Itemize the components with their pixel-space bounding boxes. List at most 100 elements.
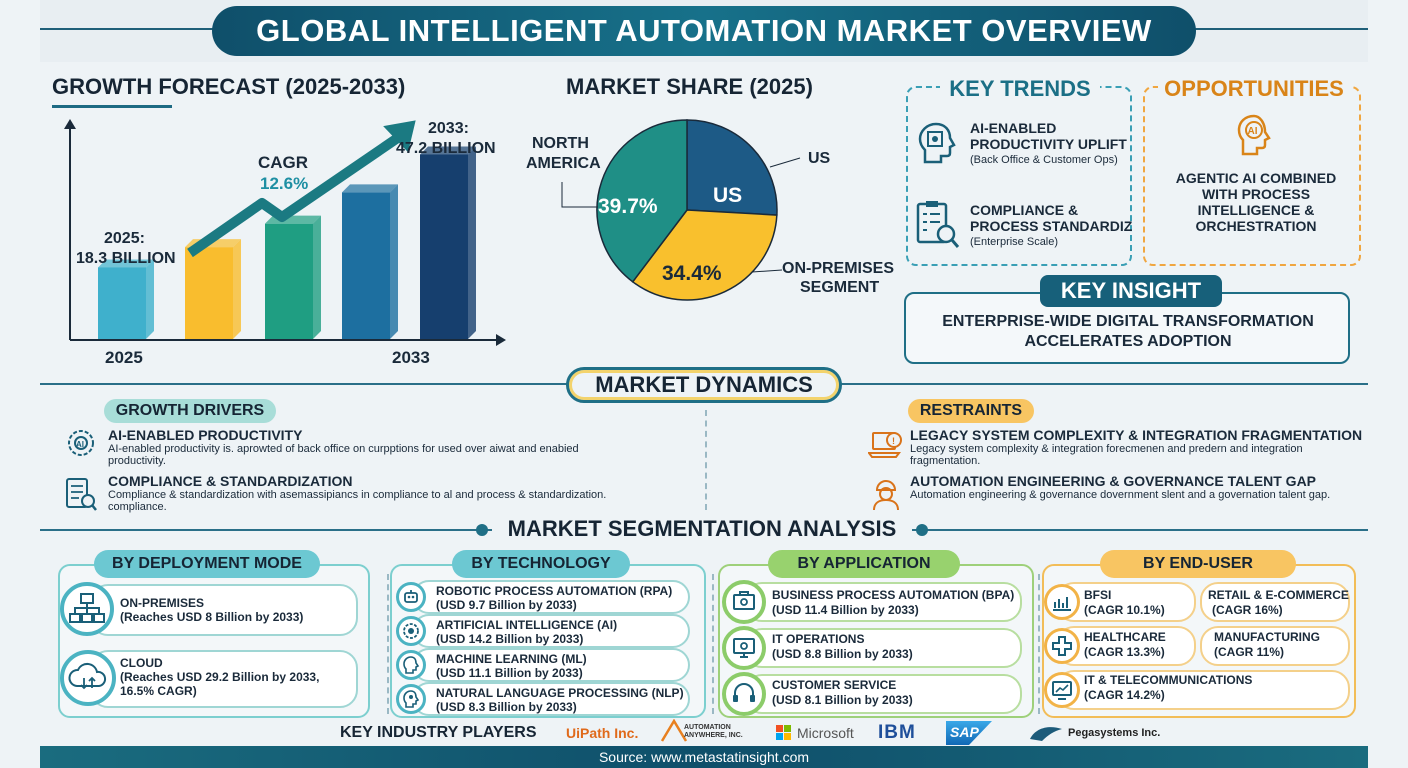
deployment-tag: BY DEPLOYMENT MODE xyxy=(94,550,320,578)
bar-0 xyxy=(98,267,146,339)
pie-slice-2 xyxy=(596,119,688,283)
app-card-1[interactable] xyxy=(744,582,1022,622)
slice-label-us: US xyxy=(713,184,742,207)
restraint-1-title: LEGACY SYSTEM COMPLEXITY & INTEGRATION F… xyxy=(910,427,1363,443)
tech-card-3[interactable] xyxy=(412,648,690,682)
enduser-1-title: BFSI xyxy=(1084,588,1112,602)
ml-head-icon xyxy=(396,650,426,680)
enduser-4-title: MANUFACTURING xyxy=(1214,630,1320,644)
enduser-4-sub: (CAGR 11%) xyxy=(1214,645,1285,659)
enduser-card-retail[interactable] xyxy=(1200,582,1350,622)
svg-text:!: ! xyxy=(892,436,895,446)
bar-side-0 xyxy=(146,259,154,339)
slice-label-onprem: 34.4% xyxy=(662,262,722,285)
trend-2-title: COMPLIANCE & PROCESS STANDARDIZ xyxy=(970,202,1133,234)
tech-card-4[interactable] xyxy=(412,682,690,716)
automation-anywhere-logo: AUTOMATION ANYWHERE, INC. xyxy=(684,724,743,739)
x-tick-end: 2033 xyxy=(392,348,430,367)
automation-anywhere-logo-mark xyxy=(660,718,688,743)
bar-side-3 xyxy=(390,184,398,339)
enduser-3-sub: (CAGR 13.3%) xyxy=(1084,645,1165,659)
enduser-card-it[interactable] xyxy=(1056,670,1350,710)
ai-head-icon: AI xyxy=(1232,112,1276,160)
microsoft-logo: Microsoft xyxy=(797,725,854,741)
players-heading: KEY INDUSTRY PLAYERS xyxy=(340,724,537,741)
pie-slice-1 xyxy=(631,209,778,301)
ai-gear-icon: AI xyxy=(64,426,98,460)
tech-2-title: ARTIFICIAL INTELLIGENCE (AI) xyxy=(436,618,618,632)
pie-label-na-1: NORTH xyxy=(532,135,589,152)
end-value: 47.2 BILLION xyxy=(396,140,496,157)
leader-us xyxy=(769,157,801,168)
segmentation-dot-right xyxy=(916,524,928,536)
tech-4-title: NATURAL LANGUAGE PROCESSING (NLP) xyxy=(436,686,684,700)
bar-side-2 xyxy=(313,215,321,339)
segment-divider-2 xyxy=(712,574,714,714)
restraints-tag: RESTRAINTS xyxy=(908,399,1034,423)
app-2-title: IT OPERATIONS xyxy=(772,632,865,646)
restraint-1-text: Legacy system complexity & integration f… xyxy=(910,443,1303,467)
enduser-tag: BY END-USER xyxy=(1100,550,1296,578)
app-1-sub: (USD 11.4 Billion by 2033) xyxy=(772,603,919,617)
cagr-value: 12.6% xyxy=(260,174,308,193)
segmentation-heading: MARKET SEGMENTATION ANALYSIS xyxy=(492,516,912,542)
svg-text:AI: AI xyxy=(1248,126,1258,137)
trend-2-sub: (Enterprise Scale) xyxy=(970,236,1059,248)
trend-1-sub: (Back Office & Customer Ops) xyxy=(970,154,1118,166)
segmentation-dot-left xyxy=(476,524,488,536)
trends-heading: KEY TRENDS xyxy=(940,76,1100,102)
tech-4-sub: (USD 8.3 Billion by 2033) xyxy=(436,700,577,714)
pie-slice-0 xyxy=(686,119,778,216)
dynamics-heading: MARKET DYNAMICS xyxy=(566,367,842,403)
ibm-logo: IBM xyxy=(878,722,916,743)
enduser-card-manufacturing[interactable] xyxy=(1200,626,1350,666)
tech-1-sub: (USD 9.7 Billion by 2033) xyxy=(436,598,577,612)
enduser-5-sub: (CAGR 14.2%) xyxy=(1084,688,1165,702)
restraint-2-title: AUTOMATION ENGINEERING & GOVERNANCE TALE… xyxy=(910,473,1317,489)
nlp-head-icon xyxy=(396,684,426,714)
drivers-tag: GROWTH DRIVERS xyxy=(104,399,276,423)
tech-3-title: MACHINE LEARNING (ML) xyxy=(436,652,587,666)
document-search-icon xyxy=(64,476,98,512)
restraint-2-text: Automation engineering & governance dove… xyxy=(910,489,1331,501)
tech-1-title: ROBOTIC PROCESS AUTOMATION (RPA) xyxy=(436,584,673,598)
app-2-sub: (USD 8.8 Billion by 2033) xyxy=(772,647,913,661)
growth-heading-underline xyxy=(52,105,172,108)
page-title: GLOBAL INTELLIGENT AUTOMATION MARKET OVE… xyxy=(212,6,1196,56)
technology-tag: BY TECHNOLOGY xyxy=(452,550,630,578)
bar-side-1 xyxy=(233,239,241,339)
enduser-1-sub: (CAGR 10.1%) xyxy=(1084,603,1165,617)
source-footer: Source: www.metastatinsight.com xyxy=(40,746,1368,768)
end-label: 2033: xyxy=(428,120,469,137)
enduser-2-title: RETAIL & E-COMMERCE xyxy=(1208,588,1349,602)
tech-3-sub: (USD 11.1 Billion by 2033) xyxy=(436,666,583,680)
deployment-card-2[interactable] xyxy=(90,650,358,708)
workflow-icon xyxy=(722,580,766,624)
app-card-3[interactable] xyxy=(744,674,1022,714)
tech-card-2[interactable] xyxy=(412,614,690,648)
trend-arrow-line xyxy=(187,130,405,258)
bar-top-0 xyxy=(98,259,154,268)
deployment-card-1[interactable] xyxy=(90,584,358,636)
app-3-title: CUSTOMER SERVICE xyxy=(772,678,897,692)
app-card-2[interactable] xyxy=(744,628,1022,668)
pegasystems-logo-mark xyxy=(1028,723,1064,743)
monitor-chart-icon xyxy=(1044,672,1080,708)
deployment-1-sub: (Reaches USD 8 Billion by 2033) xyxy=(120,610,304,624)
application-tag: BY APPLICATION xyxy=(768,550,960,578)
svg-text:AI: AI xyxy=(76,440,84,449)
trend-arrow-head xyxy=(383,120,416,153)
health-cross-icon xyxy=(1044,628,1080,664)
driver-2-text: Compliance & standardization with asemas… xyxy=(108,489,607,513)
growth-heading: GROWTH FORECAST (2025-2033) xyxy=(52,74,406,99)
headset-icon xyxy=(722,672,766,716)
trend-1-title: AI-ENABLED PRODUCTIVITY UPLIFT xyxy=(970,120,1127,152)
sap-logo: SAP xyxy=(950,724,979,740)
brain-icon xyxy=(914,118,958,170)
tech-card-1[interactable] xyxy=(412,580,690,614)
bar-side-4 xyxy=(468,146,476,339)
deployment-2-sub: (Reaches USD 29.2 Billion by 2033, 16.5%… xyxy=(120,670,320,698)
pie-label-onprem-1: ON-PREMISES xyxy=(782,260,894,277)
share-pie-chart: NORTH AMERICA US ON-PREMISES SEGMENT 39.… xyxy=(526,119,894,301)
start-value: 18.3 BILLION xyxy=(76,250,176,267)
